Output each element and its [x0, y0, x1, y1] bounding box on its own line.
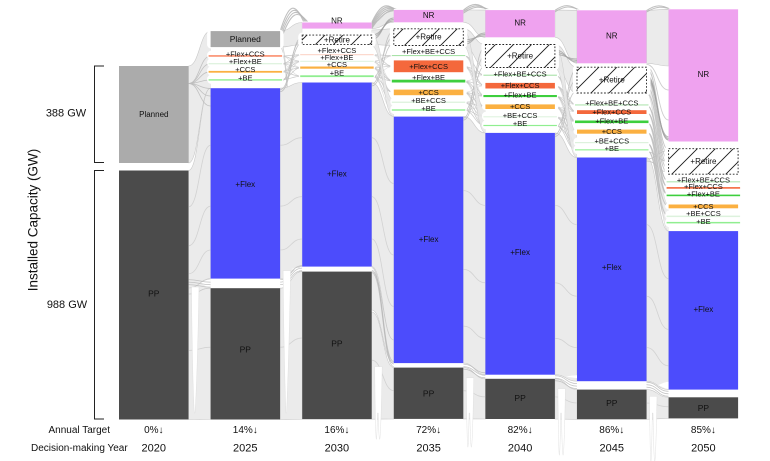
svg-text:NR: NR: [423, 11, 435, 20]
svg-text:82%↓: 82%↓: [508, 425, 533, 436]
svg-text:+BE+CCS: +BE+CCS: [594, 136, 629, 145]
svg-text:Decision-making Year: Decision-making Year: [31, 443, 128, 454]
svg-text:+BE+CCS: +BE+CCS: [411, 96, 446, 105]
svg-text:+Flex+BE: +Flex+BE: [229, 57, 262, 66]
svg-text:+CCS: +CCS: [418, 88, 438, 97]
svg-text:+Retire: +Retire: [690, 157, 717, 166]
svg-text:+CCS: +CCS: [693, 202, 713, 211]
svg-text:+Flex+BE+CCS: +Flex+BE+CCS: [402, 47, 455, 56]
svg-text:+Flex: +Flex: [419, 235, 439, 244]
svg-text:+Flex+CCS: +Flex+CCS: [501, 81, 540, 90]
svg-text:+BE+CCS: +BE+CCS: [686, 209, 721, 218]
svg-text:+Flex+BE: +Flex+BE: [595, 116, 628, 125]
svg-text:14%↓: 14%↓: [233, 425, 258, 436]
svg-text:+Flex+CCS: +Flex+CCS: [684, 182, 723, 191]
svg-text:+BE: +BE: [696, 217, 710, 226]
svg-text:Planned: Planned: [139, 110, 168, 119]
svg-text:+Flex: +Flex: [510, 248, 530, 257]
svg-text:NR: NR: [698, 70, 710, 79]
svg-text:+Retire: +Retire: [416, 33, 443, 42]
svg-text:+Flex+CCS: +Flex+CCS: [592, 108, 631, 117]
svg-text:+Flex+BE: +Flex+BE: [504, 90, 537, 99]
svg-text:+BE: +BE: [605, 144, 619, 153]
svg-text:+BE: +BE: [421, 104, 435, 113]
svg-text:PP: PP: [331, 338, 343, 348]
svg-text:+CCS: +CCS: [235, 65, 255, 74]
svg-text:+Flex+BE: +Flex+BE: [412, 73, 445, 82]
svg-text:NR: NR: [331, 17, 343, 26]
svg-text:NR: NR: [606, 32, 618, 41]
svg-text:PP: PP: [514, 393, 526, 403]
svg-text:2045: 2045: [600, 442, 624, 454]
svg-text:2025: 2025: [233, 442, 257, 454]
svg-text:+Flex+CCS: +Flex+CCS: [409, 62, 448, 71]
svg-text:85%↓: 85%↓: [691, 425, 716, 436]
svg-text:Annual Target: Annual Target: [48, 425, 110, 436]
svg-text:+Flex: +Flex: [235, 180, 255, 189]
svg-text:+Retire: +Retire: [599, 76, 626, 85]
svg-text:+Retire: +Retire: [507, 52, 534, 61]
svg-text:16%↓: 16%↓: [324, 425, 349, 436]
svg-text:PP: PP: [698, 403, 710, 413]
svg-text:+Flex+BE+CCS: +Flex+BE+CCS: [494, 70, 547, 79]
svg-text:+Flex: +Flex: [694, 305, 714, 314]
svg-text:+Flex+BE+CCS: +Flex+BE+CCS: [585, 98, 638, 107]
svg-text:+Flex+BE: +Flex+BE: [687, 189, 720, 198]
svg-text:2030: 2030: [325, 442, 349, 454]
svg-text:+CCS: +CCS: [602, 127, 622, 136]
svg-text:+Retire: +Retire: [324, 36, 351, 45]
svg-text:2040: 2040: [508, 442, 532, 454]
svg-text:Installed Capacity (GW): Installed Capacity (GW): [26, 149, 41, 292]
svg-text:388 GW: 388 GW: [46, 107, 87, 119]
svg-text:NR: NR: [514, 19, 526, 28]
svg-text:988 GW: 988 GW: [47, 299, 88, 311]
svg-text:2035: 2035: [416, 442, 440, 454]
svg-text:+Flex: +Flex: [602, 263, 622, 272]
svg-text:0%↓: 0%↓: [144, 425, 163, 436]
svg-text:+Flex+BE: +Flex+BE: [320, 53, 353, 62]
svg-text:+CCS: +CCS: [327, 60, 347, 69]
svg-text:+BE: +BE: [330, 68, 344, 77]
svg-text:2050: 2050: [691, 442, 715, 454]
svg-text:PP: PP: [423, 388, 435, 398]
svg-text:2020: 2020: [142, 442, 166, 454]
svg-text:+Flex+CCS: +Flex+CCS: [226, 49, 265, 58]
svg-text:+Flex: +Flex: [327, 170, 347, 179]
svg-text:+BE: +BE: [238, 73, 252, 82]
svg-text:72%↓: 72%↓: [416, 425, 441, 436]
svg-text:PP: PP: [148, 288, 160, 298]
svg-text:86%↓: 86%↓: [599, 425, 624, 436]
svg-text:+Flex+BE+CCS: +Flex+BE+CCS: [677, 175, 730, 184]
svg-text:+BE+CCS: +BE+CCS: [503, 111, 538, 120]
svg-text:Planned: Planned: [230, 34, 261, 44]
svg-text:PP: PP: [240, 344, 252, 354]
svg-text:+BE: +BE: [513, 119, 527, 128]
svg-text:+CCS: +CCS: [510, 102, 530, 111]
svg-text:+Flex+CCS: +Flex+CCS: [318, 46, 357, 55]
svg-text:PP: PP: [606, 398, 618, 408]
